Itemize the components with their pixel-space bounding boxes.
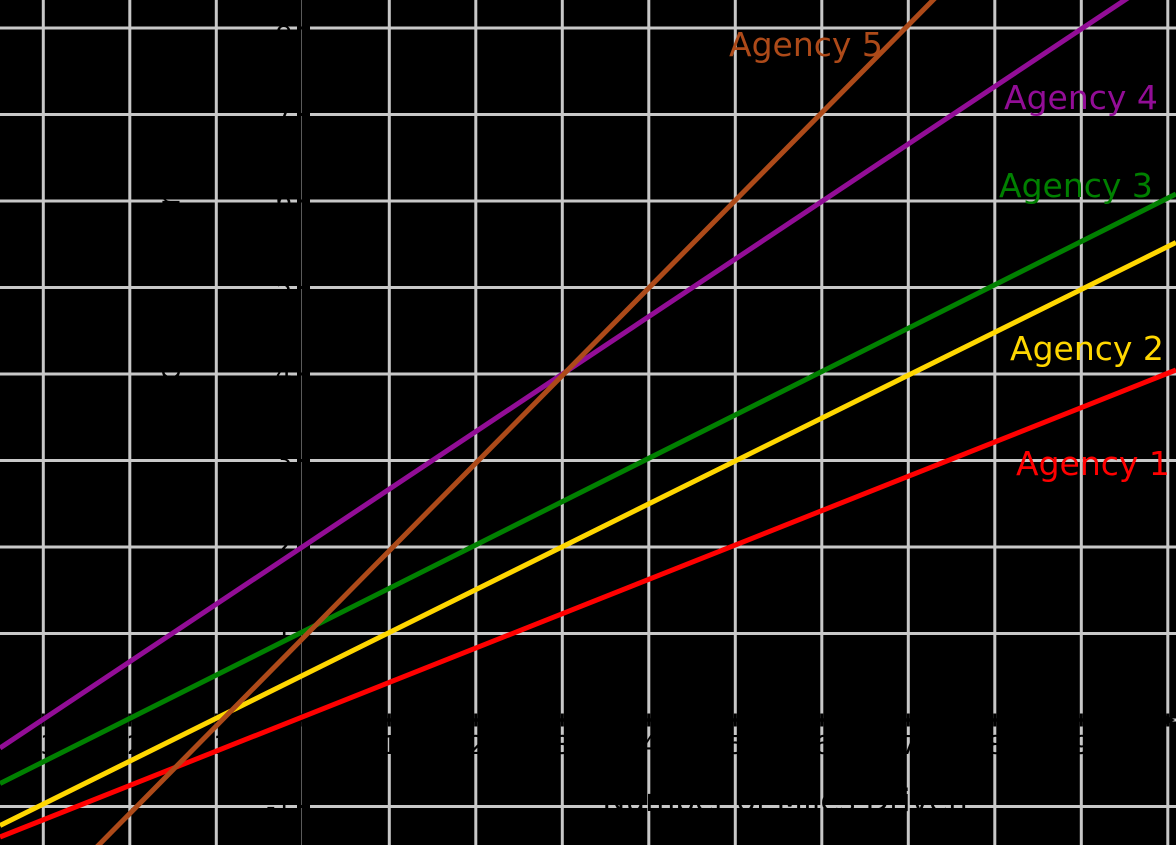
x-axis-title: Number of Miles Driven (602, 783, 968, 819)
y-tick-label: 6 (275, 186, 292, 216)
line-agency-2 (0, 240, 1176, 828)
y-tick-label: 8 (275, 13, 292, 43)
y-tick-label: 5 (275, 272, 292, 303)
x-tick-label: 8 (987, 731, 1004, 761)
x-tick-label: 1 (381, 731, 399, 761)
series-label-agency-5: Agency 5 (729, 25, 883, 64)
series-label-agency-4: Agency 4 (1004, 78, 1158, 117)
y-tick-label: -1 (266, 791, 292, 822)
series-label-agency-1: Agency 1 (1016, 444, 1170, 483)
y-tick-label: 3 (275, 445, 292, 476)
y-tick-label: 7 (275, 99, 292, 130)
line-agency-1 (0, 367, 1176, 840)
x-axis-arrowhead (1161, 713, 1175, 727)
series-label-agency-2: Agency 2 (1010, 329, 1164, 368)
x-tick-label: 7 (900, 731, 918, 761)
x-tick-label: 4 (641, 731, 658, 761)
line-agency-4 (0, 0, 1130, 751)
y-tick-label: 2 (275, 532, 292, 562)
x-tick-label: 5 (727, 731, 745, 761)
x-tick-label: 9 (1073, 731, 1091, 761)
x-tick-label: 6 (814, 731, 831, 761)
x-tick-label: 2 (468, 731, 485, 761)
x-tick-label: 3 (554, 731, 572, 761)
y-tick-label: 4 (275, 359, 292, 389)
series-label-agency-3: Agency 3 (999, 166, 1153, 205)
line-agency-3 (0, 191, 1176, 786)
